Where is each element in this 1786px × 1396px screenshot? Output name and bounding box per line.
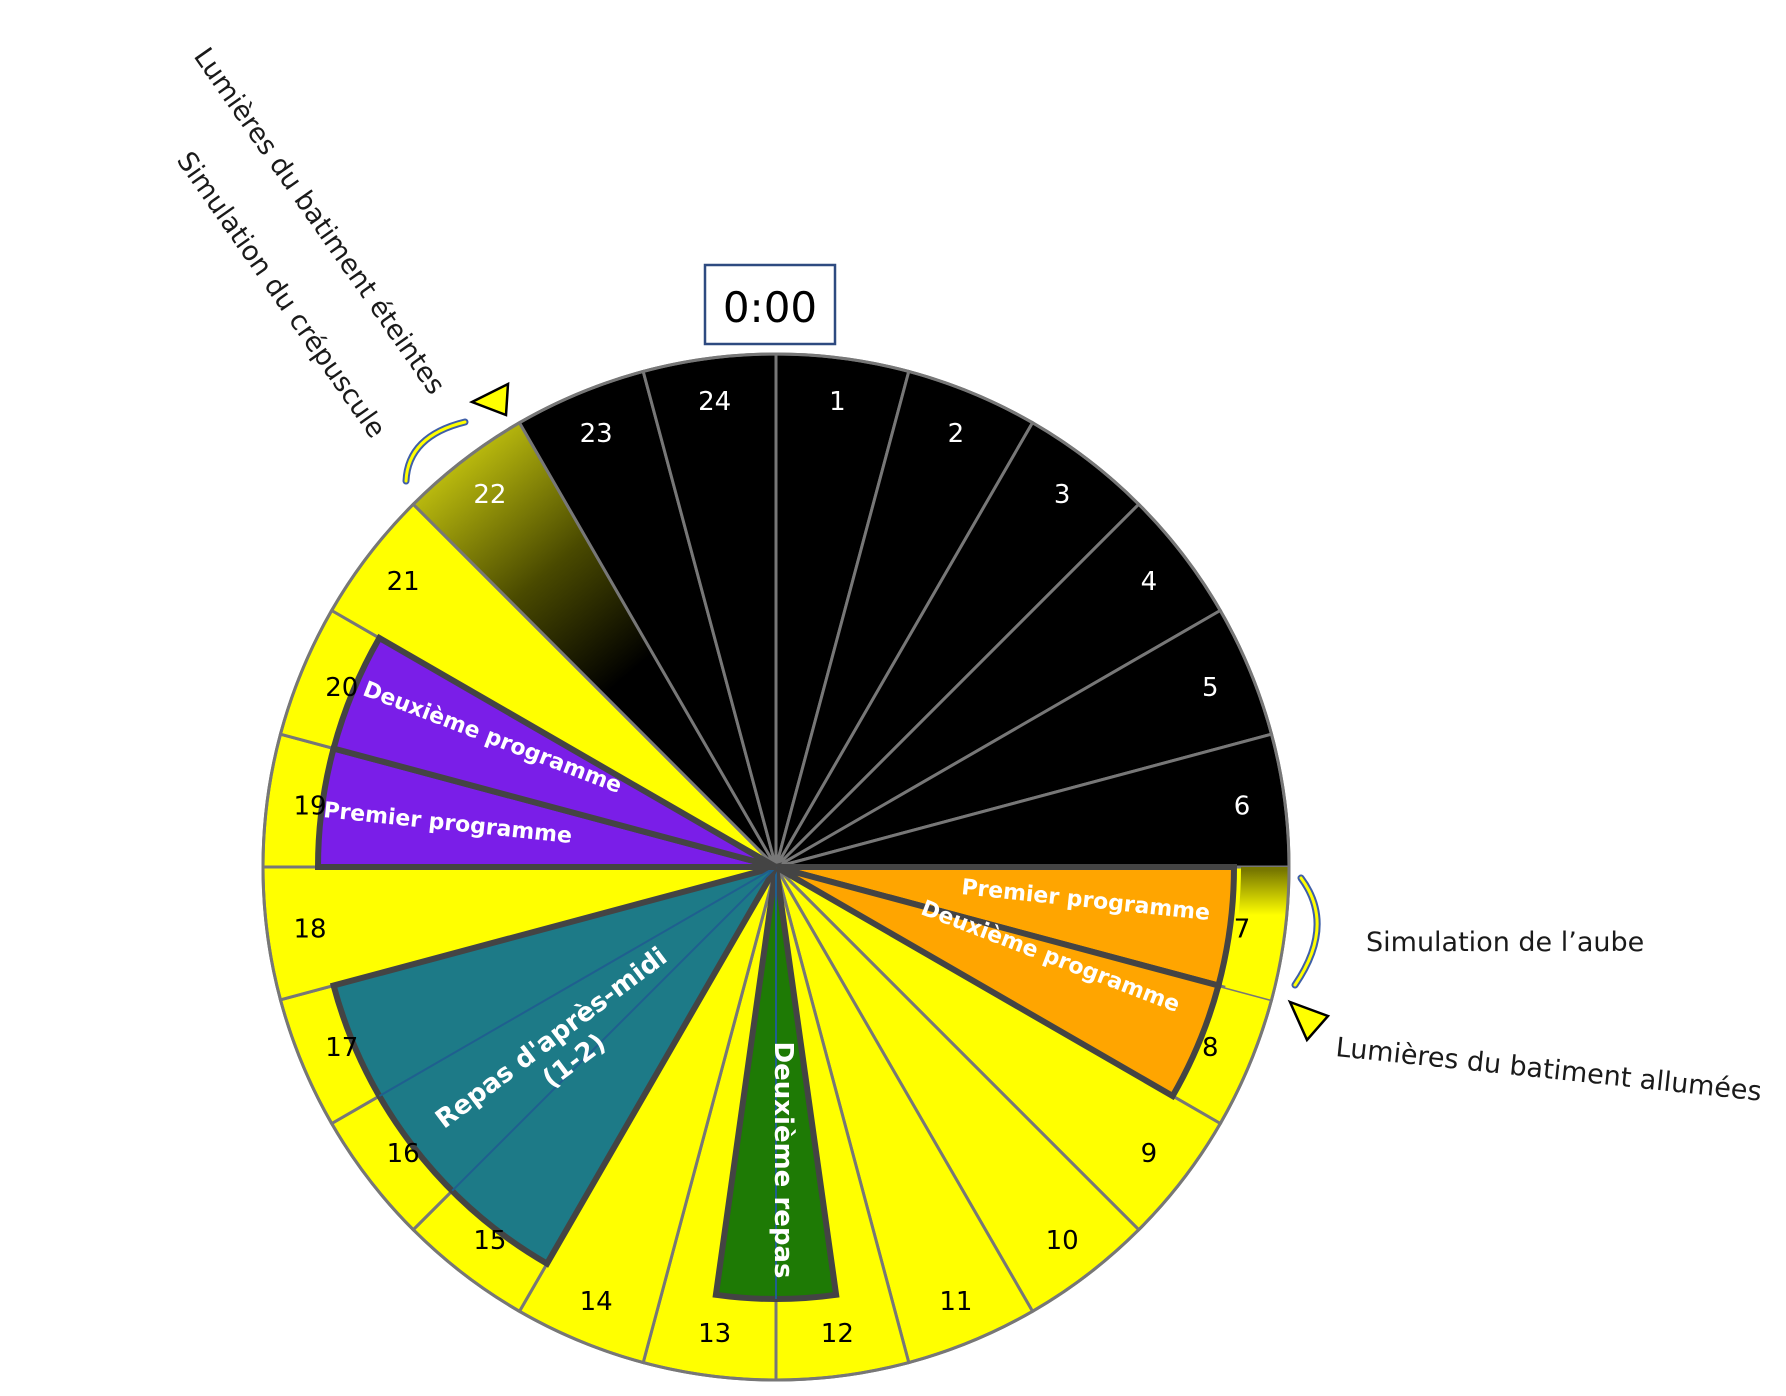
hour-label-7: 7 [1234, 914, 1251, 944]
hour-label-5: 5 [1202, 673, 1219, 703]
second-meal-label: Deuxième repas [768, 1042, 798, 1279]
lights-on-arrow-icon [1287, 999, 1331, 1043]
hour-label-8: 8 [1202, 1033, 1219, 1063]
morning-second-program-wedge [774, 864, 1223, 1101]
dawn-gradient-band [1225, 867, 1289, 1000]
dusk-curve-highlight [404, 420, 467, 483]
hour-label-13: 13 [698, 1319, 731, 1349]
hour-label-10: 10 [1046, 1226, 1079, 1256]
lights-on-annotation: Lumières du batiment allumées [1334, 1032, 1763, 1108]
hour-label-22: 22 [473, 480, 506, 510]
hour-label-16: 16 [387, 1139, 420, 1169]
hour-label-4: 4 [1141, 567, 1158, 597]
program-wedges [314, 633, 1238, 1302]
hour-label-17: 17 [325, 1033, 358, 1063]
hour-label-2: 2 [948, 419, 965, 449]
hour-label-9: 9 [1141, 1139, 1158, 1169]
clock-outline [261, 352, 1291, 1382]
dawn-curve-highlight [1293, 876, 1319, 987]
lights-off-arrow-icon [468, 381, 510, 417]
hour-label-1: 1 [829, 387, 846, 417]
afternoon-meal-wedge [329, 862, 783, 1268]
hour-label-23: 23 [580, 419, 613, 449]
midnight-label: 0:00 [723, 283, 817, 332]
hour-label-11: 11 [939, 1287, 972, 1317]
dawn-annotation: Simulation de l’aube [1366, 927, 1644, 958]
midnight-box [703, 263, 837, 346]
hour-label-3: 3 [1054, 480, 1071, 510]
hour-label-15: 15 [473, 1226, 506, 1256]
hour-label-6: 6 [1234, 792, 1251, 822]
evening-second-program-wedge [329, 633, 778, 870]
hour-label-19: 19 [293, 792, 326, 822]
hour-label-18: 18 [293, 914, 326, 944]
hour-label-24: 24 [698, 387, 731, 417]
hour-label-21: 21 [387, 567, 420, 597]
afternoon-meal-wedge-divider [378, 866, 777, 1097]
afternoon-meal-wedge-divider [451, 866, 777, 1192]
hour-label-14: 14 [580, 1287, 613, 1317]
hour-label-12: 12 [821, 1319, 854, 1349]
hour-label-20: 20 [325, 673, 358, 703]
